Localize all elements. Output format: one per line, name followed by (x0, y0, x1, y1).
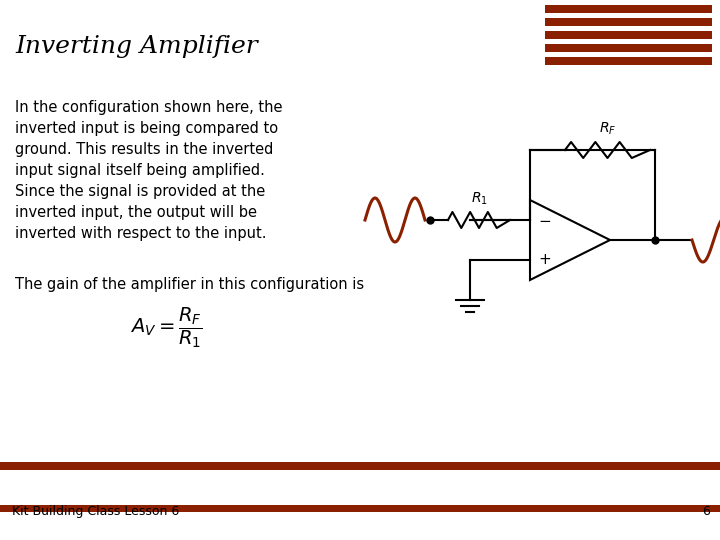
Bar (0, 505, 720, 512)
Text: $+$: $+$ (538, 253, 551, 267)
Text: $\mathit{A_V} = \dfrac{R_F}{R_{\mathit{1}}}$: $\mathit{A_V} = \dfrac{R_F}{R_{\mathit{1… (130, 305, 203, 350)
Bar (545, 18, 712, 26)
Bar (545, 44, 712, 52)
Text: $R_F$: $R_F$ (599, 120, 616, 137)
Text: $R_1$: $R_1$ (471, 191, 487, 207)
Text: Kit Building Class Lesson 6: Kit Building Class Lesson 6 (12, 505, 179, 518)
Bar (545, 57, 712, 65)
Text: The gain of the amplifier in this configuration is: The gain of the amplifier in this config… (15, 277, 364, 292)
Text: $-$: $-$ (538, 213, 551, 227)
Bar (545, 5, 712, 13)
Text: 6: 6 (702, 505, 710, 518)
Bar (545, 31, 712, 39)
Text: Inverting Amplifier: Inverting Amplifier (15, 35, 258, 58)
Bar (0, 462, 720, 470)
Text: In the configuration shown here, the
inverted input is being compared to
ground.: In the configuration shown here, the inv… (15, 100, 282, 241)
